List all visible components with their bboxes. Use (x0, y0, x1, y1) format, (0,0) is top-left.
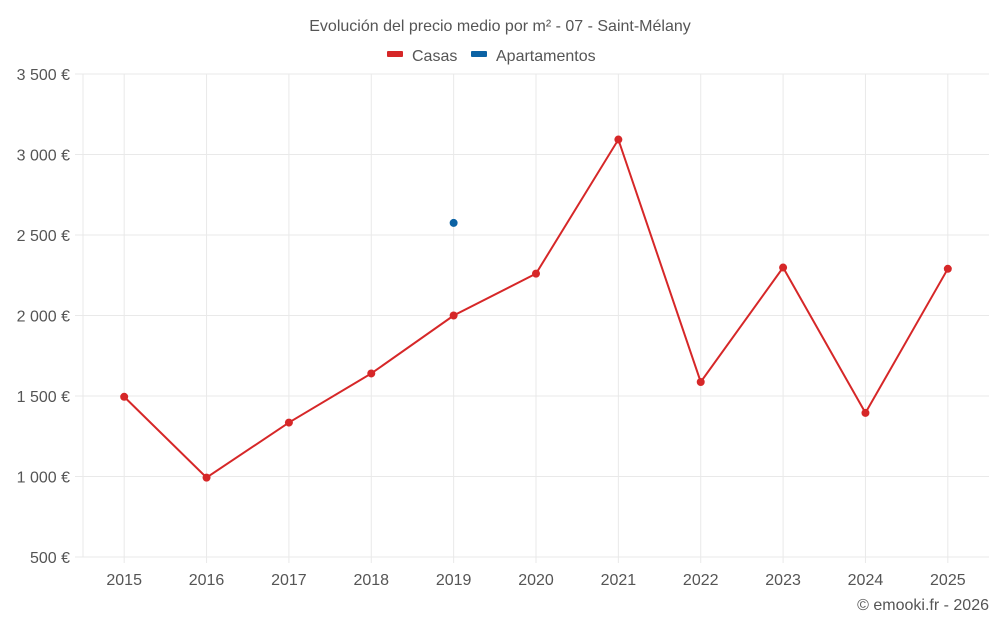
legend-item-apartamentos[interactable]: Apartamentos (471, 48, 596, 65)
x-tick-label: 2025 (930, 572, 966, 589)
y-tick-label: 3 000 € (17, 148, 70, 165)
series-casas (120, 135, 952, 482)
data-point[interactable] (202, 473, 211, 482)
y-tick-label: 2 500 € (17, 228, 70, 245)
data-point[interactable] (779, 263, 788, 272)
data-point[interactable] (449, 311, 458, 320)
y-tick-label: 1 500 € (17, 389, 70, 406)
x-tick-label: 2020 (518, 572, 554, 589)
data-point[interactable] (532, 269, 540, 278)
y-axis: 500 € 1 000 € 1 500 € 2 000 € 2 500 € 3 000 €… (17, 67, 70, 567)
x-tick-label: 2016 (189, 572, 225, 589)
credit-text: © emooki.fr - 2026 (857, 597, 989, 614)
x-axis: 2015 2016 2017 2018 2019 2020 2021 2022 2023 2024… (106, 572, 965, 589)
data-point[interactable] (120, 392, 129, 401)
legend-label: Apartamentos (496, 48, 596, 65)
x-tick-label: 2018 (353, 572, 389, 589)
x-tick-label: 2015 (106, 572, 142, 589)
x-tick-label: 2022 (683, 572, 719, 589)
data-point[interactable] (284, 418, 293, 427)
data-point[interactable] (367, 369, 376, 378)
data-point[interactable] (943, 264, 952, 273)
grid (75, 73, 989, 563)
y-tick-label: 500 € (30, 550, 70, 567)
y-tick-label: 3 500 € (17, 67, 70, 84)
x-tick-label: 2021 (601, 572, 637, 589)
legend-label: Casas (412, 48, 457, 65)
legend: Casas Apartamentos (387, 48, 596, 65)
y-tick-label: 1 000 € (17, 470, 70, 487)
y-tick-label: 2 000 € (17, 309, 70, 326)
data-point[interactable] (696, 377, 705, 386)
legend-item-casas[interactable]: Casas (387, 48, 457, 65)
series-apartamentos (449, 218, 458, 227)
x-tick-label: 2024 (848, 572, 884, 589)
series-layer (120, 135, 952, 482)
data-point[interactable] (614, 135, 623, 144)
x-tick-label: 2019 (436, 572, 472, 589)
x-tick-label: 2017 (271, 572, 307, 589)
legend-swatch (471, 51, 487, 57)
chart-title: Evolución del precio medio por m² - 07 -… (309, 18, 691, 35)
data-point[interactable] (861, 408, 870, 417)
data-point[interactable] (449, 218, 458, 227)
legend-swatch (387, 51, 403, 57)
x-tick-label: 2023 (765, 572, 801, 589)
